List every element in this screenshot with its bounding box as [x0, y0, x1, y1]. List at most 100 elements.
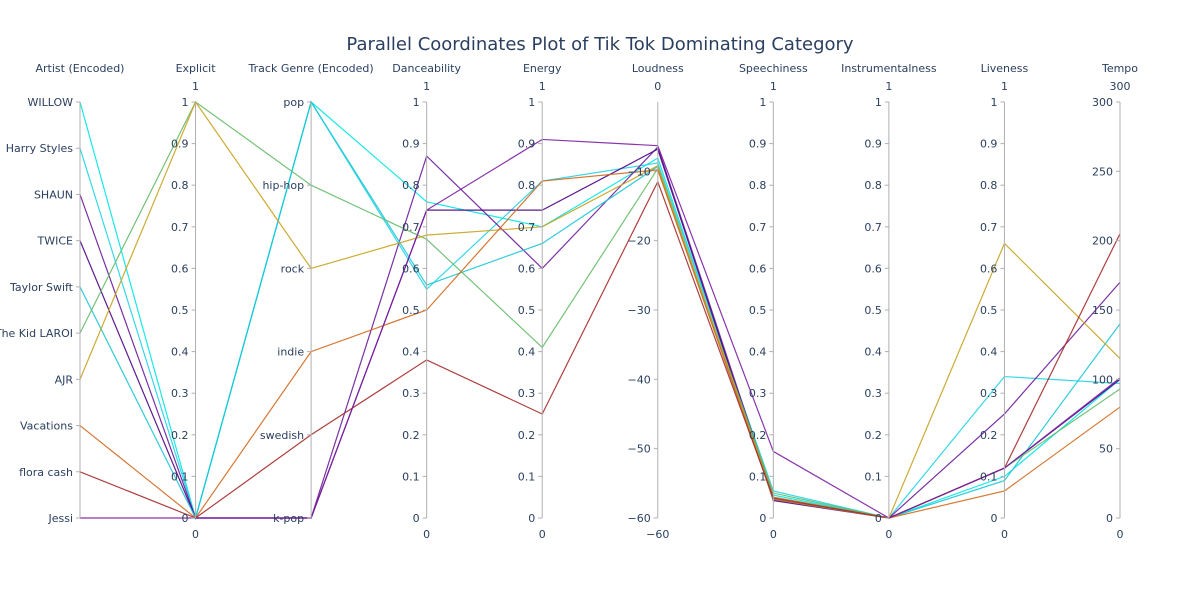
tick-label: 0.5 — [749, 304, 767, 317]
tick-label-taylor-swift: Taylor Swift — [9, 281, 74, 294]
tick-label: 0.3 — [864, 387, 882, 400]
axis-danceability: Danceability 0 0.1 0.2 0.3 0.4 0.5 0.6 0.7 0.8 0.9… — [392, 62, 461, 541]
tick-label: 200 — [1092, 235, 1113, 248]
tick-label-ajr: AJR — [55, 373, 74, 386]
tick-label: 0.4 — [980, 346, 998, 359]
axis-artist-encoded: Artist (Encoded) Jessi flora cash Vacations… — [0, 62, 124, 525]
data-line-6 — [79, 100, 1121, 519]
axis-title-danceability: Danceability — [392, 62, 461, 75]
axis-range-max: 1 — [539, 80, 546, 93]
data-line-7 — [79, 169, 1121, 519]
tick-label-the-kid-laroi: The Kid LAROI — [0, 327, 73, 340]
tick-label: 0.6 — [864, 262, 882, 275]
tick-label: 0.2 — [864, 429, 882, 442]
tick-label: 0.4 — [402, 346, 420, 359]
tick-label: 0.6 — [402, 262, 420, 275]
tick-label: 150 — [1092, 304, 1113, 317]
tick-label: 0.7 — [980, 221, 998, 234]
tick-label: 0.6 — [171, 262, 189, 275]
tick-label-flora-cash: flora cash — [19, 466, 73, 479]
tick-label-hip-hop: hip-hop — [262, 179, 304, 192]
axis-range-max: 300 — [1110, 80, 1131, 93]
axis-range-min: 0 — [885, 528, 892, 541]
tick-label: 0 — [182, 512, 189, 525]
tick-label: 0.6 — [749, 262, 767, 275]
tick-label: 1 — [990, 96, 997, 109]
axis-tempo: Tempo 0 50 100 150 200 250 300 300 0 — [1092, 62, 1138, 541]
axis-title-track-genre-encoded: Track Genre (Encoded) — [248, 62, 374, 75]
tick-label: 0.7 — [864, 221, 882, 234]
tick-label: 0.7 — [402, 221, 420, 234]
tick-label: −60 — [628, 512, 651, 525]
axis-explicit: Explicit 0 0.1 0.2 0.3 0.4 0.5 0.6 0.7 0.8 0.9 11 0 — [171, 62, 216, 541]
tick-label: 0.5 — [402, 304, 420, 317]
tick-label: 0.3 — [518, 387, 536, 400]
tick-label: 0.3 — [171, 387, 189, 400]
tick-label: 0.9 — [402, 138, 420, 151]
tick-label: 0.8 — [518, 179, 536, 192]
tick-label-vacations: Vacations — [20, 420, 73, 433]
axis-title-tempo: Tempo — [1101, 62, 1138, 75]
axis-title-liveness: Liveness — [981, 62, 1029, 75]
axis-title-explicit: Explicit — [176, 62, 217, 75]
tick-label-jessi: Jessi — [47, 512, 73, 525]
data-line-8 — [79, 180, 1121, 519]
tick-label-shaun: SHAUN — [34, 188, 73, 201]
tick-label: 0.8 — [171, 179, 189, 192]
tick-label: 0.9 — [749, 138, 767, 151]
tick-label: 0.1 — [980, 470, 998, 483]
axis-title-instrumentalness: Instrumentalness — [841, 62, 937, 75]
tick-label: 0.9 — [980, 138, 998, 151]
tick-label: 1 — [182, 96, 189, 109]
axis-range-min: 0 — [192, 528, 199, 541]
tick-label-twice: TWICE — [37, 235, 74, 248]
tick-label: 1 — [413, 96, 420, 109]
axis-title-energy: Energy — [523, 62, 562, 75]
tick-label: 0.8 — [864, 179, 882, 192]
tick-label-swedish: swedish — [260, 429, 304, 442]
data-line-2 — [79, 145, 1121, 519]
axis-range-max: 0 — [654, 80, 661, 93]
tick-label: −10 — [628, 165, 651, 178]
tick-label: 0.2 — [518, 429, 536, 442]
data-line-5 — [79, 101, 1121, 519]
tick-label: 0.9 — [518, 138, 536, 151]
tick-label: 0.7 — [518, 221, 536, 234]
tick-label: 100 — [1092, 373, 1113, 386]
tick-label: 0.6 — [980, 262, 998, 275]
tick-label-willow: WILLOW — [27, 96, 73, 109]
tick-label: 0.3 — [749, 387, 767, 400]
axis-title-artist-encoded: Artist (Encoded) — [36, 62, 125, 75]
axis-speechiness: Speechiness 0 0.1 0.2 0.3 0.4 0.5 0.6 0.7 0.8 0.9 1… — [739, 62, 808, 541]
tick-label: 0.5 — [864, 304, 882, 317]
tick-label: 300 — [1092, 96, 1113, 109]
tick-label: 1 — [759, 96, 766, 109]
tick-label: −40 — [628, 373, 651, 386]
tick-label: 0.2 — [980, 429, 998, 442]
axis-title-speechiness: Speechiness — [739, 62, 808, 75]
axis-range-min: 0 — [1117, 528, 1124, 541]
tick-label: 0.4 — [518, 346, 536, 359]
axis-energy: Energy 0 0.1 0.2 0.3 0.4 0.5 0.6 0.7 0.8 0.9 11 0 — [518, 62, 562, 541]
tick-label: 0.5 — [980, 304, 998, 317]
tick-label: −20 — [628, 235, 651, 248]
axis-loudness: Loudness −60 −50 −40 −30 −20 −10 0 −60 — [628, 62, 684, 541]
axis-range-min: 0 — [1001, 528, 1008, 541]
tick-label: 0.7 — [749, 221, 767, 234]
tick-label-k-pop: k-pop — [273, 512, 304, 525]
axis-range-max: 1 — [770, 80, 777, 93]
tick-label: 0.1 — [402, 470, 420, 483]
axis-range-min: −60 — [646, 528, 669, 541]
axis-track-genre-encoded: Track Genre (Encoded) k-pop swedish indie ro… — [248, 62, 374, 525]
tick-label: 0.1 — [171, 470, 189, 483]
tick-label: 0.8 — [749, 179, 767, 192]
tick-label-rock: rock — [281, 262, 305, 275]
data-line-1 — [79, 100, 1121, 521]
axis-range-min: 0 — [423, 528, 430, 541]
tick-label: 1 — [875, 96, 882, 109]
axes-layer: Artist (Encoded) Jessi flora cash Vacations… — [0, 62, 1138, 541]
tick-label: 0 — [875, 512, 882, 525]
axis-range-max: 1 — [885, 80, 892, 93]
tick-label: 0.5 — [171, 304, 189, 317]
